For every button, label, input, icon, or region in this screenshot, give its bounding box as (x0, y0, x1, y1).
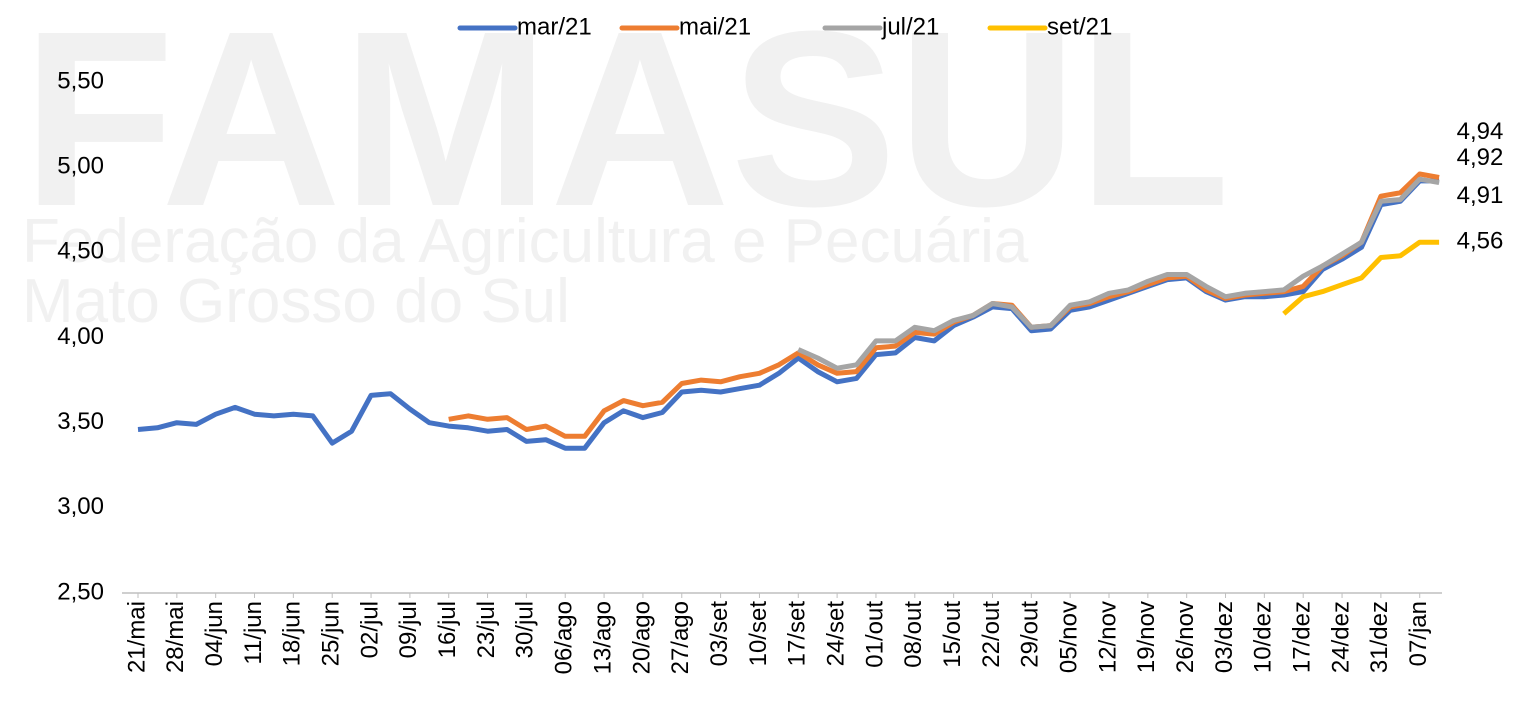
legend-label: mar/21 (517, 13, 592, 40)
y-tick-label: 3,00 (57, 493, 104, 520)
x-tick-label: 19/nov (1133, 601, 1160, 673)
x-tick-label: 18/jun (279, 601, 306, 666)
x-tick-label: 29/out (1017, 601, 1044, 668)
x-tick-label: 04/jun (201, 601, 228, 666)
x-tick-label: 03/set (706, 601, 733, 667)
data-label: 4,91 (1457, 182, 1504, 209)
x-tick-label: 21/mai (123, 601, 150, 673)
x-tick-label: 05/nov (1056, 601, 1083, 673)
x-tick-label: 30/jul (512, 601, 539, 658)
x-tick-label: 11/jun (240, 601, 267, 665)
x-tick-label: 27/ago (667, 601, 694, 674)
x-tick-label: 09/jul (395, 601, 422, 658)
x-tick-label: 17/dez (1289, 601, 1316, 673)
y-tick-label: 3,50 (57, 408, 104, 435)
x-tick-label: 10/set (745, 601, 772, 667)
x-tick-label: 02/jul (356, 601, 383, 658)
x-tick-label: 26/nov (1172, 601, 1199, 673)
legend-label: mai/21 (679, 13, 751, 40)
x-tick-label: 13/ago (589, 601, 616, 674)
watermark: Mato Grosso do Sul (22, 267, 570, 336)
y-tick-label: 2,50 (57, 578, 104, 605)
x-tick-label: 25/jun (318, 601, 345, 666)
y-tick-label: 4,50 (57, 238, 104, 265)
legend-label: set/21 (1047, 13, 1112, 40)
y-tick-label: 5,50 (57, 67, 104, 94)
watermark: FAMASUL (22, 0, 1230, 258)
x-tick-label: 07/jan (1405, 601, 1432, 666)
x-tick-label: 10/dez (1250, 601, 1277, 673)
x-tick-label: 06/ago (551, 601, 578, 674)
x-tick-label: 12/nov (1094, 601, 1121, 673)
series-line (1282, 239, 1440, 316)
x-tick-label: 24/dez (1327, 601, 1354, 673)
data-label: 4,92 (1457, 144, 1504, 171)
x-tick-label: 15/out (939, 601, 966, 668)
watermark: Federação da Agricultura e Pecuária (22, 207, 1029, 276)
y-tick-label: 5,00 (57, 153, 104, 180)
x-tick-label: 20/ago (628, 601, 655, 674)
data-label: 4,94 (1457, 118, 1504, 145)
series-line (797, 176, 1440, 371)
legend-label: jul/21 (881, 13, 939, 40)
x-tick-label: 16/jul (434, 601, 461, 658)
x-tick-label: 22/out (978, 601, 1005, 668)
x-tick-label: 08/out (900, 601, 927, 668)
x-tick-label: 01/out (861, 601, 888, 668)
y-tick-label: 4,00 (57, 323, 104, 350)
x-tick-label: 28/mai (162, 601, 189, 673)
x-tick-label: 17/set (784, 601, 811, 667)
x-tick-label: 31/dez (1366, 601, 1393, 673)
data-label: 4,56 (1457, 228, 1504, 255)
x-tick-label: 23/jul (473, 601, 500, 658)
x-tick-label: 24/set (822, 601, 849, 667)
x-tick-label: 03/dez (1211, 601, 1238, 673)
